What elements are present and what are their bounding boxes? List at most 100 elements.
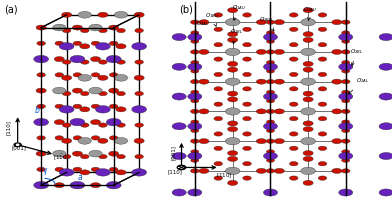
- Text: $O_{2AU}$: $O_{2AU}$: [303, 5, 317, 20]
- Circle shape: [243, 176, 251, 180]
- Circle shape: [34, 181, 49, 189]
- Circle shape: [267, 39, 274, 43]
- Circle shape: [36, 151, 46, 156]
- Circle shape: [53, 24, 66, 31]
- Circle shape: [227, 151, 238, 156]
- Circle shape: [301, 167, 316, 175]
- Circle shape: [54, 57, 64, 62]
- Circle shape: [37, 167, 45, 172]
- Text: $O_{2BL}$: $O_{2BL}$: [350, 47, 363, 66]
- Circle shape: [134, 12, 144, 17]
- Circle shape: [225, 78, 240, 85]
- Circle shape: [301, 19, 316, 26]
- Circle shape: [243, 162, 251, 166]
- Circle shape: [98, 138, 108, 143]
- Circle shape: [318, 102, 327, 106]
- Circle shape: [243, 87, 251, 91]
- Circle shape: [117, 91, 125, 96]
- Circle shape: [243, 72, 251, 77]
- Text: [110]: [110]: [6, 120, 11, 135]
- Circle shape: [214, 176, 223, 180]
- Circle shape: [116, 44, 126, 49]
- Circle shape: [318, 176, 327, 180]
- Circle shape: [53, 87, 66, 94]
- Circle shape: [199, 168, 209, 173]
- Circle shape: [332, 168, 342, 173]
- Circle shape: [72, 25, 82, 30]
- Circle shape: [62, 123, 71, 127]
- Circle shape: [91, 57, 101, 62]
- Circle shape: [62, 154, 71, 159]
- Circle shape: [341, 50, 350, 54]
- Circle shape: [267, 120, 274, 124]
- Circle shape: [98, 91, 107, 96]
- Circle shape: [191, 60, 199, 65]
- Circle shape: [318, 146, 327, 151]
- Circle shape: [227, 67, 238, 72]
- Circle shape: [227, 37, 238, 43]
- Circle shape: [37, 136, 45, 140]
- Circle shape: [14, 143, 21, 147]
- Circle shape: [227, 91, 238, 96]
- Circle shape: [62, 138, 72, 143]
- Circle shape: [91, 73, 100, 77]
- Circle shape: [267, 31, 274, 35]
- Circle shape: [289, 102, 298, 106]
- Circle shape: [289, 87, 298, 91]
- Circle shape: [98, 28, 107, 33]
- Circle shape: [72, 88, 82, 93]
- Text: $O_{1BU}$: $O_{1BU}$: [205, 11, 219, 26]
- Circle shape: [267, 128, 274, 133]
- Text: (b): (b): [179, 5, 192, 15]
- Circle shape: [34, 118, 49, 126]
- Circle shape: [132, 106, 147, 113]
- Circle shape: [188, 93, 202, 100]
- Circle shape: [191, 150, 199, 154]
- Circle shape: [274, 139, 285, 144]
- Circle shape: [303, 121, 313, 126]
- Circle shape: [266, 169, 275, 173]
- Circle shape: [135, 60, 143, 64]
- Text: $O_{2AL}$: $O_{2AL}$: [195, 19, 209, 35]
- Circle shape: [70, 55, 85, 63]
- Circle shape: [267, 90, 274, 94]
- Circle shape: [62, 91, 71, 96]
- Circle shape: [227, 32, 238, 37]
- Text: $O_{1BL}$: $O_{1BL}$: [230, 27, 243, 44]
- Circle shape: [274, 20, 285, 25]
- Text: (a): (a): [4, 5, 18, 15]
- Circle shape: [117, 28, 125, 33]
- Circle shape: [225, 48, 240, 56]
- Circle shape: [379, 93, 392, 100]
- Circle shape: [55, 73, 64, 77]
- Circle shape: [191, 90, 199, 94]
- Circle shape: [243, 13, 251, 17]
- Text: $O_{2BU}$: $O_{2BU}$: [260, 15, 274, 31]
- Circle shape: [256, 20, 267, 25]
- Circle shape: [289, 57, 298, 61]
- Circle shape: [214, 13, 223, 17]
- Circle shape: [256, 109, 267, 114]
- Circle shape: [339, 93, 353, 100]
- Circle shape: [318, 57, 327, 61]
- Circle shape: [37, 104, 45, 109]
- Circle shape: [172, 152, 186, 160]
- Circle shape: [199, 20, 209, 25]
- Circle shape: [73, 104, 82, 109]
- Circle shape: [172, 63, 186, 70]
- Circle shape: [78, 74, 91, 81]
- Circle shape: [37, 41, 45, 46]
- Circle shape: [342, 60, 350, 65]
- Circle shape: [332, 79, 342, 84]
- Circle shape: [342, 99, 350, 103]
- Circle shape: [332, 109, 342, 114]
- Circle shape: [80, 91, 89, 96]
- Circle shape: [256, 49, 267, 55]
- Circle shape: [191, 128, 199, 133]
- Circle shape: [303, 32, 313, 37]
- Circle shape: [379, 63, 392, 70]
- Circle shape: [98, 123, 107, 127]
- Circle shape: [199, 49, 209, 55]
- Text: [001]: [001]: [171, 145, 176, 160]
- Circle shape: [303, 127, 313, 132]
